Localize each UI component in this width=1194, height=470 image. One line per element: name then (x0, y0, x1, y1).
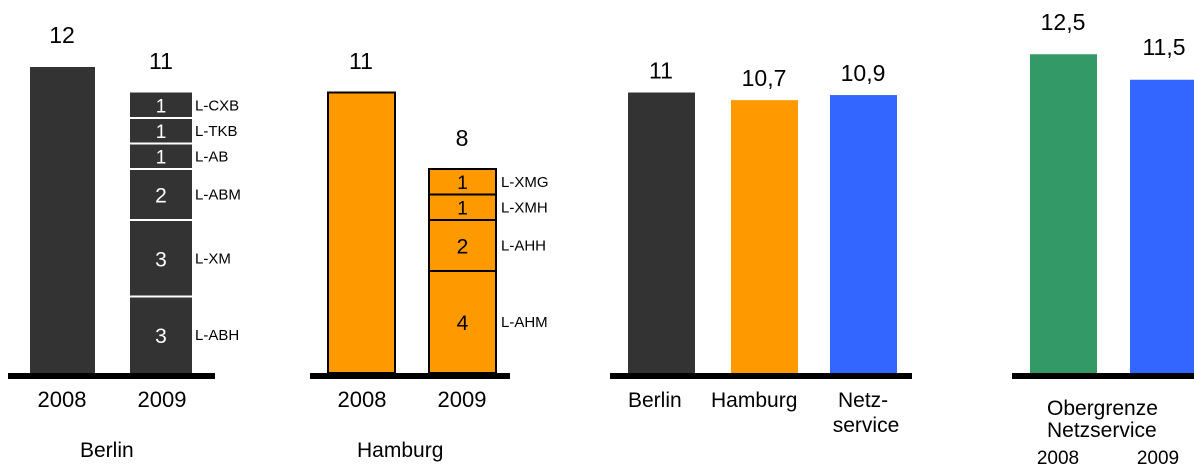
obergrenze-tick-2009: 2009 (1137, 448, 1179, 469)
hamburg-value-2009: 8 (456, 125, 469, 151)
berlin-bar-2008 (30, 67, 95, 373)
berlin-segment-value: 2 (155, 185, 167, 208)
obergrenze-axis (1012, 373, 1194, 379)
hamburg-segment-label: L-AHH (501, 238, 546, 255)
berlin-segment-l-tkb (130, 118, 192, 144)
comparison-bar-berlin (628, 92, 695, 373)
hamburg-segment-l-xmg (428, 168, 497, 196)
berlin-segment-label: L-AB (195, 148, 228, 165)
berlin-segment-l-abh (130, 296, 192, 373)
comparison-tick-hamburg: Hamburg (711, 389, 797, 412)
obergrenze-bar-2008 (1030, 54, 1097, 373)
hamburg-segment-l-ahm (428, 270, 497, 374)
berlin-segment-label: L-ABH (195, 327, 239, 344)
berlin-segment-l-cxb (130, 92, 192, 118)
hamburg-segment-value: 4 (457, 312, 469, 335)
comparison-axis (610, 373, 912, 379)
hamburg-caption: Hamburg (357, 439, 444, 462)
hamburg-tick-2008: 2008 (338, 387, 387, 412)
comparison-tick-berlin: Berlin (628, 389, 682, 412)
berlin-segment-value: 1 (156, 147, 167, 168)
comparison-tick-netzservice-line1: Netz- (838, 389, 888, 412)
berlin-segment-label: L-XM (195, 250, 231, 267)
berlin-tick-2008: 2008 (38, 387, 87, 412)
berlin-caption: Berlin (80, 439, 134, 462)
hamburg-segment-label: L-XMH (501, 199, 548, 216)
hamburg-axis (310, 373, 510, 379)
comparison-bar-hamburg (731, 100, 798, 374)
berlin-tick-2009: 2009 (138, 387, 187, 412)
berlin-value-2008: 12 (49, 22, 75, 48)
berlin-segment-value: 1 (156, 96, 167, 117)
hamburg-segment-label: L-AHM (501, 314, 548, 331)
hamburg-segment-label: L-XMG (501, 174, 549, 191)
berlin-axis (8, 373, 215, 379)
obergrenze-caption-line1: Obergrenze (1047, 397, 1158, 420)
hamburg-segment-l-xmh (428, 193, 497, 221)
berlin-segment-l-xm (130, 220, 192, 297)
berlin-segment-l-abm (130, 169, 192, 220)
berlin-segment-label: L-CXB (195, 97, 239, 114)
hamburg-segment-value: 1 (457, 173, 468, 194)
berlin-value-2009: 11 (149, 48, 173, 74)
berlin-segment-value: 1 (156, 122, 167, 143)
obergrenze-value-2008: 12,5 (1041, 9, 1086, 35)
berlin-segment-label: L-ABM (195, 187, 241, 204)
comparison-value-hamburg: 10,7 (742, 65, 787, 91)
berlin-segment-l-ab (130, 143, 192, 169)
berlin-segment-value: 3 (155, 325, 167, 348)
hamburg-value-2008: 11 (349, 48, 373, 74)
obergrenze-tick-2008: 2008 (1037, 448, 1079, 469)
obergrenze-caption-line2: Netzservice (1047, 419, 1157, 442)
hamburg-segment-value: 2 (457, 236, 469, 259)
obergrenze-value-2009: 11,5 (1142, 34, 1185, 60)
comparison-value-berlin: 11 (649, 58, 673, 84)
obergrenze-bar-2009 (1130, 79, 1194, 373)
comparison-bar-netzservice (830, 95, 897, 374)
hamburg-segment-value: 1 (457, 198, 468, 219)
hamburg-bar-2008 (327, 91, 396, 374)
berlin-segment-value: 3 (155, 248, 167, 271)
hamburg-segment-l-ahh (428, 219, 497, 272)
comparison-tick-netzservice-line2: service (833, 414, 900, 437)
berlin-segment-label: L-TKB (195, 123, 238, 140)
comparison-value-netzservice: 10,9 (841, 60, 886, 86)
hamburg-tick-2009: 2009 (438, 387, 487, 412)
